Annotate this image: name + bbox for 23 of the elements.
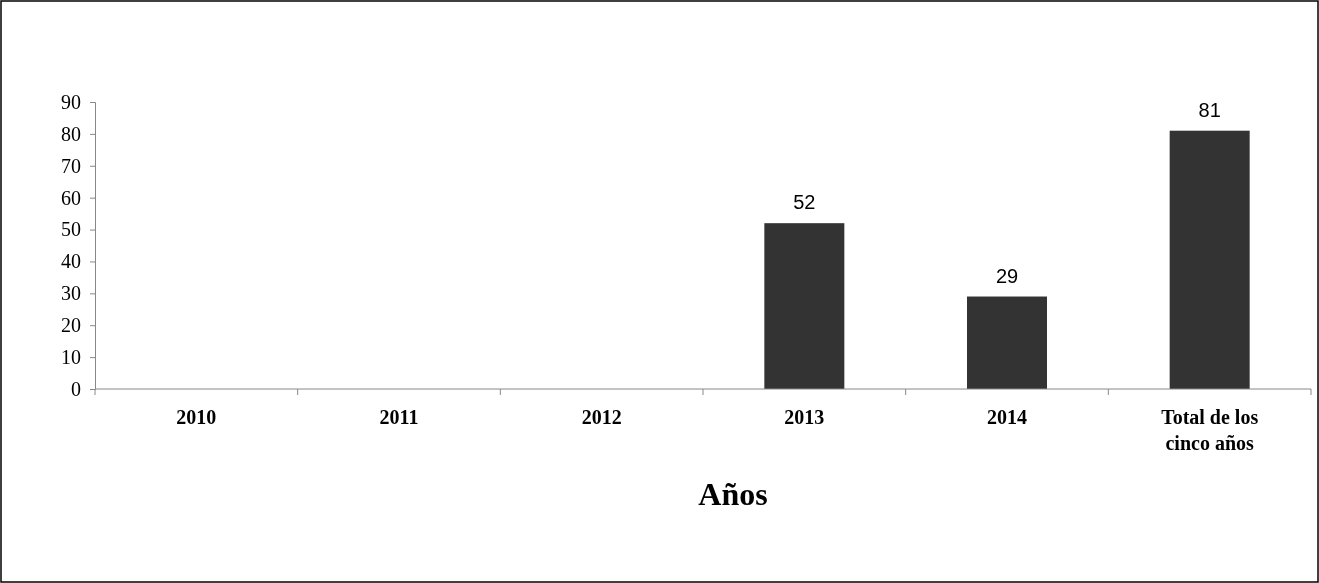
y-tick-label: 40 — [61, 250, 81, 273]
bar — [1169, 130, 1250, 389]
bar — [967, 296, 1047, 389]
data-label: 52 — [793, 191, 816, 214]
y-tick-label: 70 — [61, 154, 81, 177]
y-tick-label: 90 — [61, 90, 81, 113]
bar — [764, 223, 845, 389]
y-tick-label: 80 — [61, 122, 81, 145]
x-tick-label: 2011 — [379, 406, 419, 428]
data-label: 81 — [1198, 98, 1221, 121]
y-tick-label: 30 — [61, 282, 81, 305]
y-tick-label: 60 — [61, 186, 81, 209]
x-tick-label: Total de los cinco años — [1161, 406, 1259, 454]
x-tick-label: 2012 — [581, 406, 622, 428]
y-tick-label: 20 — [61, 314, 81, 337]
x-tick-label: 2013 — [784, 406, 825, 428]
data-label: 29 — [995, 264, 1019, 287]
x-axis-title: Años — [698, 476, 768, 512]
y-tick-label: 0 — [71, 377, 81, 400]
x-tick-label: 2014 — [987, 406, 1027, 428]
y-tick-label: 10 — [61, 346, 81, 369]
x-tick-label: 2010 — [176, 406, 217, 428]
y-tick-label: 50 — [61, 218, 81, 241]
